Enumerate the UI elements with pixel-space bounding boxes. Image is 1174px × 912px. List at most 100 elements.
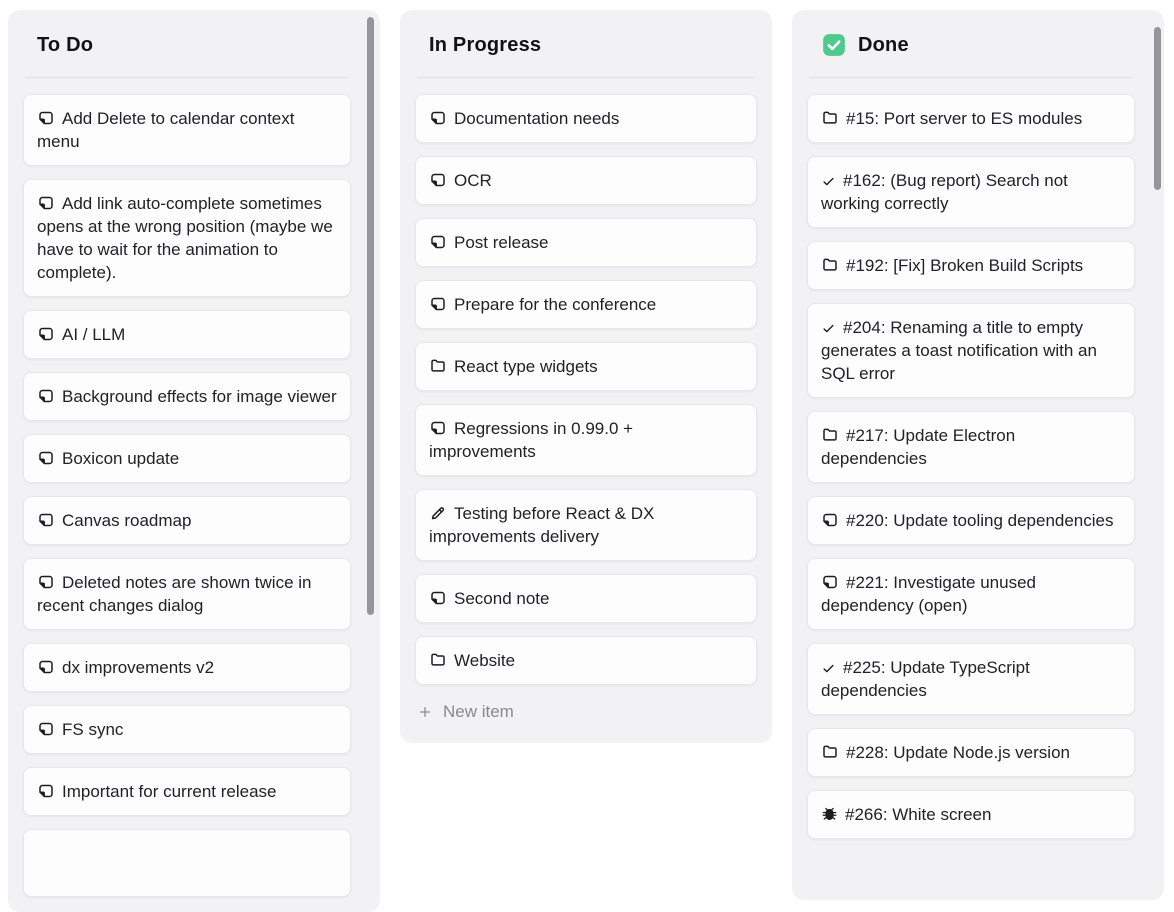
note-icon <box>429 419 447 437</box>
column-header: In Progress <box>429 31 757 59</box>
note-icon <box>37 325 55 343</box>
card[interactable]: Post release <box>415 218 757 267</box>
note-icon <box>37 782 55 800</box>
card-text: OCR <box>454 171 492 190</box>
card-text: #162: (Bug report) Search not working co… <box>821 171 1068 213</box>
note-icon <box>37 387 55 405</box>
note-icon <box>37 658 55 676</box>
folder-icon <box>429 651 447 669</box>
folder-icon <box>821 256 839 274</box>
column-done: Done #15: Port server to ES modules #162: … <box>792 10 1164 900</box>
card-text: #221: Investigate unused dependency (ope… <box>821 573 1036 615</box>
scrollbar-thumb[interactable] <box>1154 27 1161 190</box>
card[interactable]: #15: Port server to ES modules <box>807 94 1135 143</box>
card[interactable]: AI / LLM <box>23 310 351 359</box>
note-icon <box>821 573 839 591</box>
card-text: Background effects for image viewer <box>62 387 337 406</box>
note-icon <box>429 233 447 251</box>
note-icon <box>429 109 447 127</box>
card[interactable]: Deleted notes are shown twice in recent … <box>23 558 351 630</box>
note-icon <box>37 720 55 738</box>
column-header: Done <box>821 31 1135 59</box>
card-text: FS sync <box>62 720 124 739</box>
done-checkbox-icon <box>821 32 847 58</box>
card-text: Boxicon update <box>62 449 180 468</box>
card[interactable]: Add Delete to calendar context menu <box>23 94 351 166</box>
card-text: #225: Update TypeScript dependencies <box>821 658 1030 700</box>
card-text: dx improvements v2 <box>62 658 215 677</box>
card-text: Website <box>454 651 516 670</box>
card[interactable]: Regressions in 0.99.0 + improvements <box>415 404 757 476</box>
card[interactable]: #192: [Fix] Broken Build Scripts <box>807 241 1135 290</box>
card[interactable]: FS sync <box>23 705 351 754</box>
card-text: Important for current release <box>62 782 277 801</box>
bug-icon <box>821 806 838 823</box>
card[interactable]: #217: Update Electron dependencies <box>807 411 1135 483</box>
card-list: Documentation needs OCR Post release Prepar… <box>415 94 757 685</box>
folder-icon <box>429 357 447 375</box>
card[interactable]: React type widgets <box>415 342 757 391</box>
card[interactable]: Prepare for the conference <box>415 280 757 329</box>
pencil-icon <box>429 504 447 522</box>
card[interactable]: Add link auto-complete sometimes opens a… <box>23 179 351 297</box>
card-text: #220: Update tooling dependencies <box>846 511 1114 530</box>
column-todo: To Do Add Delete to calendar context menu… <box>8 10 380 912</box>
note-icon <box>37 194 55 212</box>
card[interactable]: Important for current release <box>23 767 351 816</box>
column-header: To Do <box>37 31 351 59</box>
new-item-button[interactable]: New item <box>417 698 757 726</box>
card-text: Add Delete to calendar context menu <box>37 109 295 151</box>
card[interactable]: #228: Update Node.js version <box>807 728 1135 777</box>
column-title: Done <box>858 33 909 56</box>
card[interactable]: Background effects for image viewer <box>23 372 351 421</box>
plus-icon <box>417 704 433 720</box>
card[interactable]: #266: White screen <box>807 790 1135 839</box>
card-text: Deleted notes are shown twice in recent … <box>37 573 312 615</box>
card-text: Regressions in 0.99.0 + improvements <box>429 419 634 461</box>
check-icon <box>821 174 836 189</box>
check-icon <box>821 661 836 676</box>
card[interactable]: Website <box>415 636 757 685</box>
card[interactable]: Testing before React & DX improvements d… <box>415 489 757 561</box>
card[interactable]: #204: Renaming a title to empty generate… <box>807 303 1135 398</box>
card-list: Add Delete to calendar context menu Add l… <box>23 94 351 897</box>
column-in-progress: In Progress Documentation needs OCR Post re… <box>400 10 772 743</box>
note-icon <box>37 109 55 127</box>
card-text: #217: Update Electron dependencies <box>821 426 1016 468</box>
card-text: #15: Port server to ES modules <box>846 109 1083 128</box>
card[interactable] <box>23 829 351 897</box>
card-list: #15: Port server to ES modules #162: (Bug… <box>807 94 1135 839</box>
card-text: #266: White screen <box>845 805 992 824</box>
scrollbar-thumb[interactable] <box>367 17 374 615</box>
folder-icon <box>821 426 839 444</box>
note-icon <box>429 589 447 607</box>
card-text: Documentation needs <box>454 109 620 128</box>
folder-icon <box>821 743 839 761</box>
card[interactable]: Boxicon update <box>23 434 351 483</box>
card[interactable]: OCR <box>415 156 757 205</box>
card[interactable]: Documentation needs <box>415 94 757 143</box>
card[interactable]: Second note <box>415 574 757 623</box>
column-title: To Do <box>37 33 94 56</box>
card-text: React type widgets <box>454 357 598 376</box>
card[interactable]: #162: (Bug report) Search not working co… <box>807 156 1135 228</box>
new-item-label: New item <box>443 702 514 721</box>
card[interactable]: #220: Update tooling dependencies <box>807 496 1135 545</box>
card-text: #192: [Fix] Broken Build Scripts <box>846 256 1084 275</box>
card[interactable]: #225: Update TypeScript dependencies <box>807 643 1135 715</box>
card-text: Post release <box>454 233 549 252</box>
folder-icon <box>821 109 839 127</box>
card[interactable]: #221: Investigate unused dependency (ope… <box>807 558 1135 630</box>
card-text: Add link auto-complete sometimes opens a… <box>37 194 333 282</box>
check-icon <box>821 321 836 336</box>
card-text: Second note <box>454 589 550 608</box>
card-text: Canvas roadmap <box>62 511 192 530</box>
card-text: Prepare for the conference <box>454 295 657 314</box>
column-title: In Progress <box>429 33 542 56</box>
card-text: #228: Update Node.js version <box>846 743 1070 762</box>
note-icon <box>429 295 447 313</box>
card[interactable]: dx improvements v2 <box>23 643 351 692</box>
note-icon <box>429 171 447 189</box>
note-icon <box>37 449 55 467</box>
card[interactable]: Canvas roadmap <box>23 496 351 545</box>
